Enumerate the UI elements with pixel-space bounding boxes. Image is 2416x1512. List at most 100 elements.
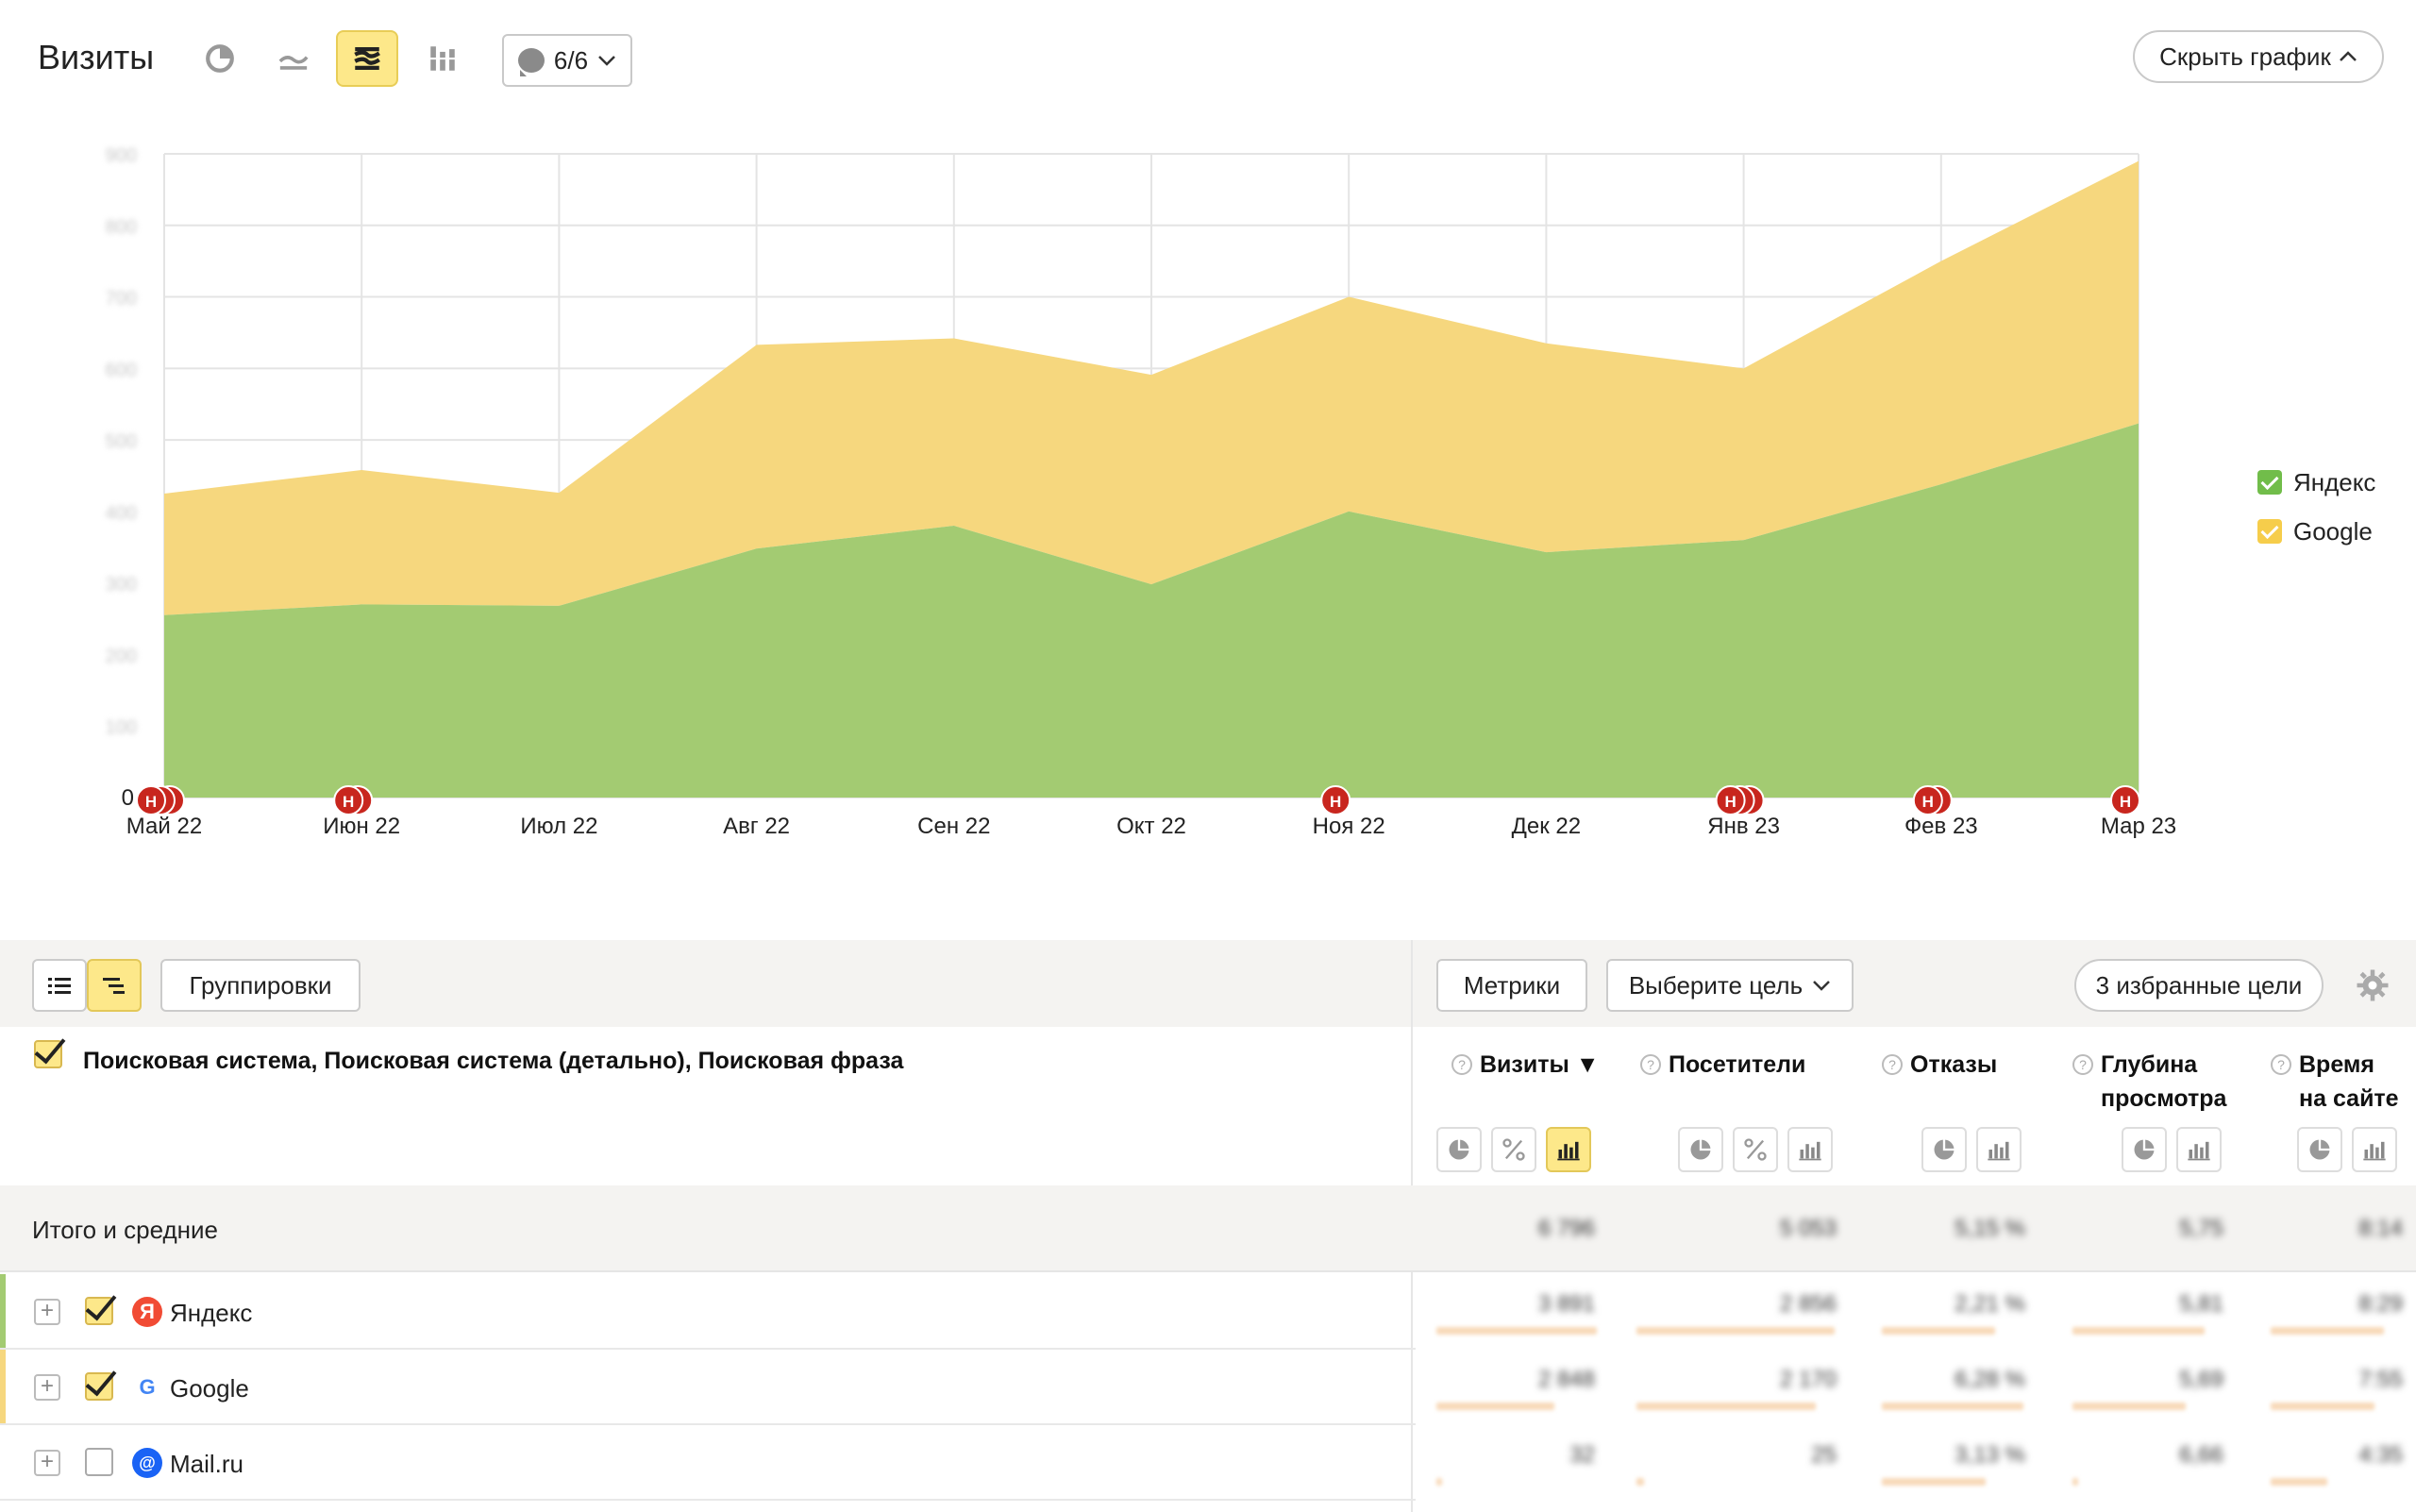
help-icon[interactable]: ?: [1640, 1054, 1661, 1075]
help-icon[interactable]: ?: [2271, 1054, 2291, 1075]
y-tick-label: 500: [106, 431, 137, 452]
table-cell: 5,69: [2179, 1367, 2223, 1392]
legend-checkbox[interactable]: [2257, 470, 2282, 495]
legend-label: Google: [2293, 516, 2373, 546]
x-tick-label: Мар 23: [2101, 814, 2176, 839]
pie-chart-icon: [2309, 1139, 2330, 1160]
notes-dropdown[interactable]: 6/6: [502, 34, 632, 87]
bar-chart-view-button[interactable]: [2176, 1127, 2222, 1172]
help-icon[interactable]: ?: [2072, 1054, 2093, 1075]
row-label[interactable]: Mail.ru: [170, 1450, 244, 1478]
column-header-visits[interactable]: ? Визиты ▼: [1451, 1048, 1600, 1082]
totals-label: Итого и средние: [32, 1216, 218, 1244]
note-marker-label: Н: [145, 793, 157, 811]
bar-chart-icon: [1557, 1141, 1580, 1161]
table-row[interactable]: [0, 1274, 1416, 1350]
note-marker-label: Н: [1724, 793, 1736, 811]
groupings-button[interactable]: Группировки: [160, 959, 361, 1012]
table-cell: 7:55: [2358, 1367, 2403, 1392]
hide-chart-button[interactable]: Скрыть график: [2133, 30, 2384, 83]
line-chart-view-button[interactable]: [262, 30, 325, 87]
bar-chart-view-button[interactable]: [2352, 1127, 2397, 1172]
column-header-visitors[interactable]: ? Посетители: [1640, 1048, 1805, 1082]
row-checkbox[interactable]: [85, 1372, 113, 1401]
select-all-checkbox[interactable]: [34, 1040, 62, 1068]
table-cell: 3 891: [1537, 1291, 1595, 1317]
legend-item-google[interactable]: Google: [2257, 507, 2375, 556]
row-label[interactable]: Яндекс: [170, 1299, 253, 1327]
totals-cell: 6 796: [1537, 1216, 1595, 1241]
visits-area-chart: 0 100 200 300 400 500 600 700 800 900 Май 22 Июн 22…: [106, 145, 2177, 839]
table-row[interactable]: [0, 1350, 1416, 1425]
chevron-up-icon: [2339, 51, 2357, 61]
table-cell: 2 856: [1779, 1291, 1837, 1317]
legend-checkbox[interactable]: [2257, 519, 2282, 544]
pie-chart-view-button[interactable]: [1678, 1127, 1723, 1172]
chart-legend: Яндекс Google: [2257, 458, 2375, 556]
list-icon: [48, 978, 71, 994]
totals-row: [0, 1185, 2416, 1272]
row-checkbox[interactable]: [85, 1448, 113, 1476]
google-logo-icon: G: [132, 1372, 162, 1403]
goal-select-label: Выберите цель: [1628, 970, 1804, 1000]
table-cell: 2,21 %: [1955, 1291, 2025, 1317]
pie-chart-view-button[interactable]: [2297, 1127, 2342, 1172]
totals-cell: 8:14: [2358, 1216, 2403, 1241]
pie-chart-icon: [1934, 1139, 1955, 1160]
line-chart-icon: [278, 56, 309, 70]
y-tick-label: 700: [106, 289, 137, 310]
percent-view-button[interactable]: [1491, 1127, 1536, 1172]
column-header-time[interactable]: ? Время на сайте: [2271, 1048, 2399, 1116]
x-tick-label: Фев 23: [1904, 814, 1978, 839]
legend-label: Яндекс: [2293, 467, 2376, 496]
dimensions-header[interactable]: Поисковая система, Поисковая система (де…: [83, 1048, 904, 1074]
metrics-button[interactable]: Метрики: [1436, 959, 1587, 1012]
bar-chart-view-button[interactable]: [411, 30, 474, 87]
note-marker-icon: [333, 785, 364, 815]
y-tick-label: 400: [106, 503, 137, 524]
percent-icon: [1744, 1138, 1767, 1161]
pie-chart-view-button[interactable]: [2122, 1127, 2167, 1172]
x-tick-label: Ноя 22: [1313, 814, 1385, 839]
pie-chart-view-button[interactable]: [189, 30, 251, 87]
chart-title: Визиты: [38, 38, 155, 76]
goal-select-dropdown[interactable]: Выберите цель: [1606, 959, 1854, 1012]
series-area-google: [164, 160, 2139, 615]
tree-view-button[interactable]: [87, 959, 142, 1012]
cell-share-bar: [1436, 1327, 1597, 1335]
table-cell: 6,28 %: [1955, 1367, 2025, 1392]
table-row[interactable]: [0, 1425, 1416, 1501]
table-cell: 2 170: [1779, 1367, 1837, 1392]
bar-chart-view-button[interactable]: [1546, 1127, 1591, 1172]
note-marker-icon: [2110, 785, 2140, 815]
legend-item-yandex[interactable]: Яндекс: [2257, 458, 2375, 507]
note-marker-icon: [1320, 785, 1351, 815]
expand-row-icon[interactable]: +: [34, 1299, 60, 1325]
column-header-depth[interactable]: ? Глубина просмотра: [2072, 1048, 2226, 1116]
stacked-area-icon: [354, 46, 380, 71]
expand-row-icon[interactable]: +: [34, 1374, 60, 1401]
cell-share-bar: [1436, 1478, 1442, 1486]
stacked-area-view-button[interactable]: [336, 30, 398, 87]
expand-row-icon[interactable]: +: [34, 1450, 60, 1476]
note-marker-label: Н: [1330, 793, 1341, 811]
column-header-bounces[interactable]: ? Отказы: [1882, 1048, 1997, 1082]
bar-chart-view-button[interactable]: [1787, 1127, 1833, 1172]
favorite-goals-button[interactable]: 3 избранные цели: [2074, 959, 2324, 1012]
row-label[interactable]: Google: [170, 1374, 249, 1403]
help-icon[interactable]: ?: [1451, 1054, 1472, 1075]
table-cell: 6,66: [2179, 1442, 2223, 1468]
bar-chart-view-button[interactable]: [1976, 1127, 2022, 1172]
pie-chart-view-button[interactable]: [1921, 1127, 1967, 1172]
flat-list-view-button[interactable]: [32, 959, 87, 1012]
y-tick-label: 600: [106, 360, 137, 380]
gear-icon[interactable]: [2356, 968, 2390, 1002]
table-cell: 25: [1811, 1442, 1837, 1468]
row-checkbox[interactable]: [85, 1297, 113, 1325]
pie-chart-view-button[interactable]: [1436, 1127, 1482, 1172]
percent-view-button[interactable]: [1733, 1127, 1778, 1172]
hide-chart-label: Скрыть график: [2159, 42, 2331, 71]
cell-share-bar: [2072, 1478, 2078, 1486]
pie-chart-icon: [1449, 1139, 1469, 1160]
help-icon[interactable]: ?: [1882, 1054, 1903, 1075]
